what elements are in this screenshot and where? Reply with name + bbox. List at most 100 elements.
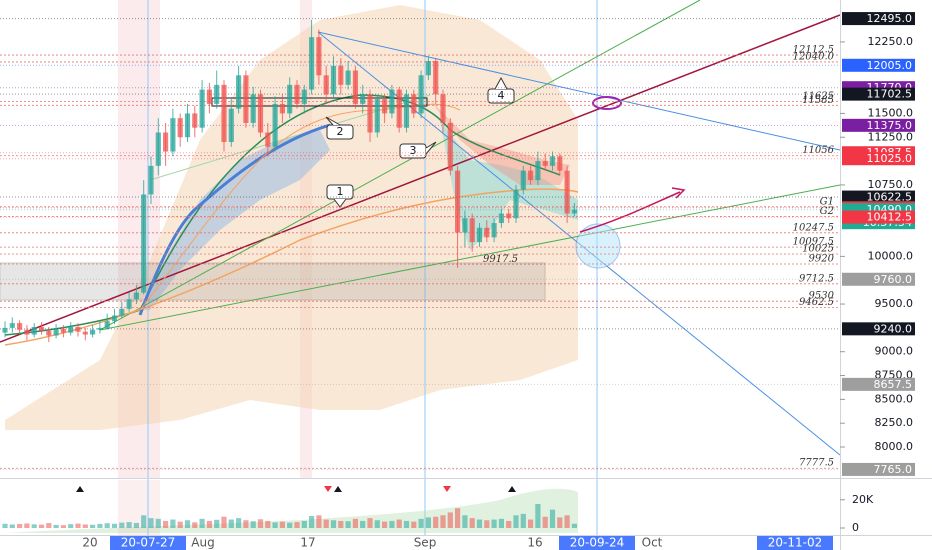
date-label: 20-11-02	[768, 536, 822, 550]
candle-body	[323, 75, 329, 95]
y-tick-label: 10750.0	[868, 178, 914, 191]
candle-body	[549, 156, 556, 166]
volume-tick-label: 20K	[852, 493, 874, 506]
candle-body	[141, 194, 147, 293]
volume-bar	[491, 519, 497, 528]
callout-label: 1	[337, 185, 344, 198]
candle-body	[294, 84, 300, 104]
candle-body	[564, 170, 570, 214]
candle-body	[360, 94, 366, 104]
date-highlight	[559, 536, 635, 550]
candle-body	[345, 70, 351, 85]
price-tag	[842, 118, 915, 132]
candle-body	[192, 113, 198, 128]
y-tick-label: 10000.0	[868, 249, 914, 262]
volume-bar	[38, 524, 45, 528]
callout-label: 4	[498, 89, 505, 102]
candle-body	[338, 65, 344, 85]
candle-body	[265, 132, 271, 147]
volume-bar	[301, 520, 307, 528]
date-label: 16	[527, 536, 542, 550]
candle-body	[272, 103, 278, 147]
price-tag-label: 9760.0	[874, 273, 913, 286]
candle-body	[82, 331, 88, 335]
candle-body	[513, 189, 519, 219]
moving-average	[4, 188, 579, 346]
volume-bar	[228, 519, 234, 528]
price-tag-label: 8657.5	[874, 378, 913, 391]
candle-body	[462, 218, 468, 233]
level-label: 9917.5	[483, 254, 518, 265]
volume-bar	[535, 504, 541, 528]
y-tick-label: 9000.0	[875, 345, 914, 358]
volume-bar	[75, 523, 81, 528]
candle-body	[228, 108, 234, 143]
date-highlight	[110, 536, 186, 550]
cloud	[430, 100, 570, 185]
y-tick-label: 11500.0	[868, 106, 914, 119]
volume-bar	[309, 516, 315, 528]
level-label: 10247.5	[793, 222, 834, 233]
candle-body	[177, 118, 183, 138]
candle-body	[316, 37, 322, 76]
volume-bar	[126, 522, 132, 528]
candle-body	[469, 218, 475, 243]
candle-body	[148, 165, 154, 195]
candle-body	[440, 94, 446, 123]
volume-bar	[396, 519, 402, 528]
cloud	[440, 120, 578, 250]
volume-bar	[440, 515, 446, 528]
level-label: 11056	[802, 145, 834, 156]
candle-body	[126, 299, 132, 309]
date-label: 20-07-27	[121, 536, 175, 550]
volume-bar	[163, 520, 169, 528]
volume-bar	[53, 524, 59, 528]
volume-bar	[403, 520, 410, 528]
candle-body	[250, 94, 256, 123]
volume-bar	[250, 521, 256, 528]
volume-bar	[418, 518, 424, 528]
y-tick-label: 8250.0	[875, 416, 914, 429]
volume-bar	[345, 521, 351, 528]
candle-body	[484, 227, 490, 238]
volume-bar	[528, 519, 534, 528]
volume-bar	[571, 523, 577, 528]
volume-bar	[90, 524, 96, 528]
price-tag-label: 12495.0	[867, 12, 913, 25]
candle-body	[287, 84, 293, 114]
y-tick-label: 9500.0	[875, 297, 914, 310]
volume-bar	[513, 515, 519, 528]
candle-body	[396, 89, 402, 128]
level-label: G1	[820, 196, 834, 207]
volume-bar	[2, 523, 8, 528]
callout-label: 2	[337, 125, 344, 138]
volume-bar	[119, 522, 125, 528]
candle-body	[60, 328, 66, 333]
candle-body	[199, 89, 205, 128]
date-label: Aug	[191, 536, 214, 550]
candle-body	[133, 292, 139, 300]
trend-line	[0, 14, 841, 343]
candle-body	[352, 70, 358, 104]
level-label: 12040.0	[793, 51, 835, 62]
candle-body	[53, 328, 59, 336]
volume-bar	[352, 518, 358, 528]
candle-body	[236, 75, 242, 109]
level-label: 10025	[802, 244, 834, 255]
volume-bar	[214, 519, 220, 528]
callout: 1	[326, 184, 354, 208]
callout: 4	[487, 76, 515, 104]
date-label: Oct	[642, 536, 663, 550]
level-label: G2	[820, 206, 834, 217]
volume-bar	[338, 520, 344, 528]
price-tag	[842, 190, 915, 204]
volume-bar	[206, 520, 212, 528]
price-tag-label: 11025.0	[867, 152, 913, 165]
price-tag-label: 11375.0	[867, 119, 913, 132]
price-tag	[842, 272, 915, 286]
volume-bar	[374, 520, 380, 528]
candle-body	[163, 132, 169, 152]
callout: 3	[399, 141, 437, 159]
volume-bar	[294, 522, 300, 528]
cloud	[140, 130, 330, 310]
